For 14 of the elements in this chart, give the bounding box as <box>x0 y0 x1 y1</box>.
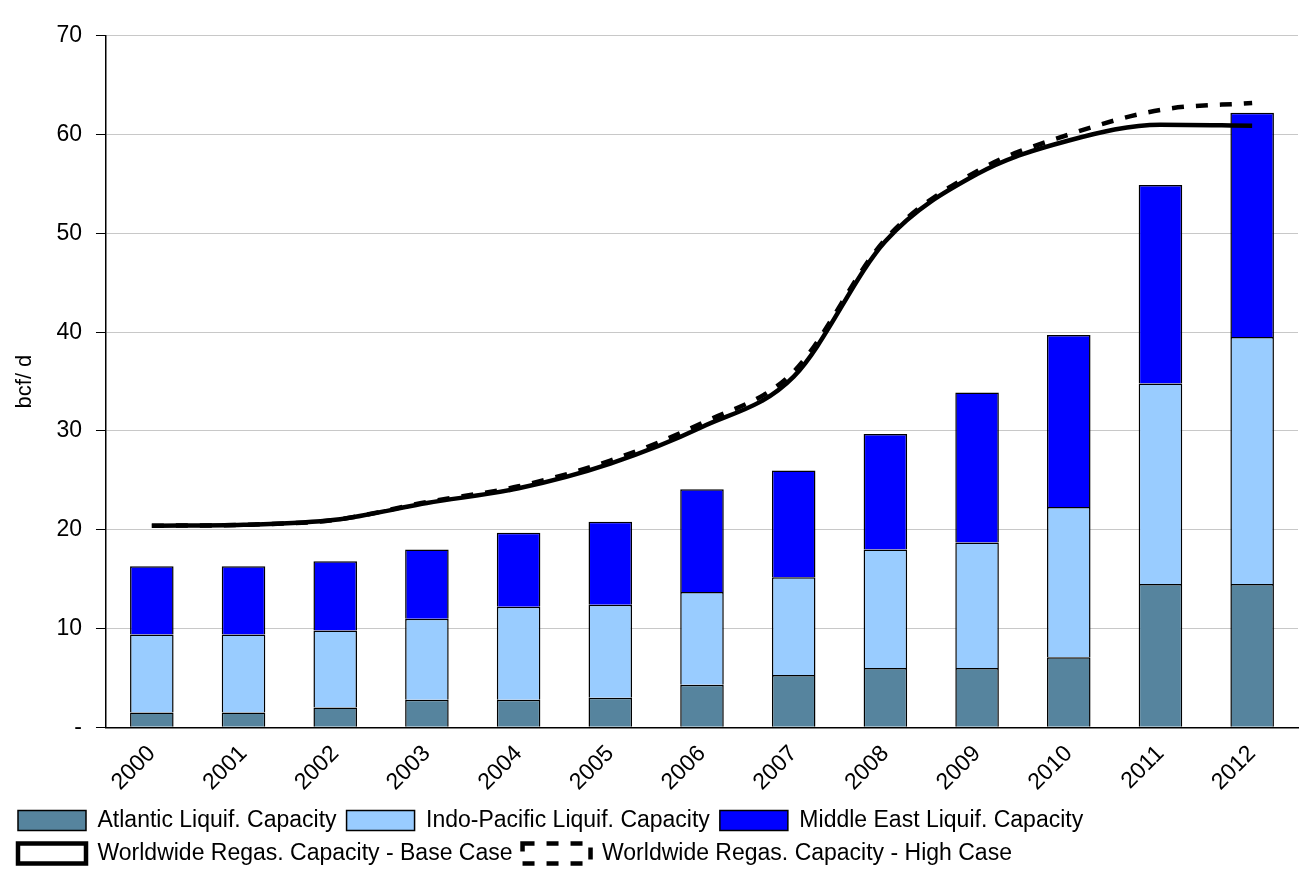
legend-label: Middle East Liquif. Capacity <box>799 805 1084 832</box>
legend-label: Worldwide Regas. Capacity - High Case <box>602 838 1012 865</box>
y-tick-label: 40 <box>56 317 82 344</box>
y-axis-title: bcf/ d <box>11 354 37 409</box>
legend-label: Indo-Pacific Liquif. Capacity <box>426 805 711 832</box>
y-tick-label: 70 <box>56 21 82 48</box>
legend-label: Worldwide Regas. Capacity - Base Case <box>97 838 513 865</box>
legend-label: Atlantic Liquif. Capacity <box>97 805 338 832</box>
y-tick-label: - <box>74 712 82 739</box>
y-tick-label: 20 <box>56 515 82 542</box>
y-tick-label: 50 <box>56 218 82 245</box>
y-tick-label: 60 <box>56 119 82 146</box>
y-tick-label: 30 <box>56 416 82 443</box>
y-tick-label: 10 <box>56 613 82 640</box>
